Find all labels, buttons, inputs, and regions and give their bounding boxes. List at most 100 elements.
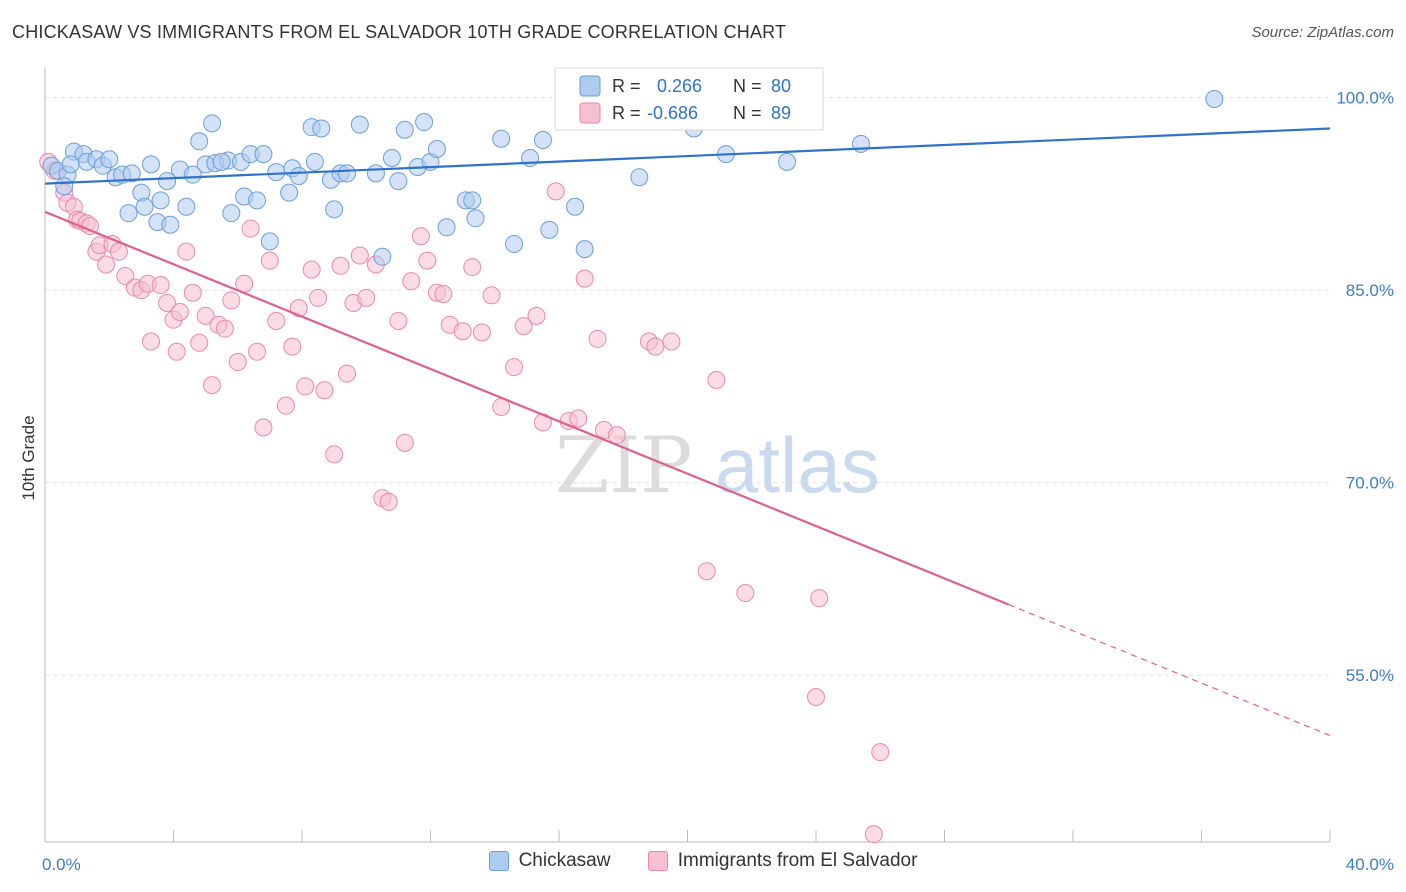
legend-r-value-0: 0.266 xyxy=(657,76,702,96)
point-0-14 xyxy=(142,155,161,174)
point-0-27 xyxy=(222,204,241,223)
point-1-61 xyxy=(434,285,453,304)
point-1-11 xyxy=(97,255,116,274)
point-1-40 xyxy=(283,337,302,356)
legend-bottom-swatch-chickasaw xyxy=(488,851,509,871)
point-1-56 xyxy=(395,433,414,452)
trend-line-dashed-1 xyxy=(1008,604,1331,737)
point-1-41 xyxy=(289,299,308,318)
point-1-23 xyxy=(170,302,189,321)
point-0-52 xyxy=(415,113,434,132)
trend-lines xyxy=(44,127,1331,737)
point-1-26 xyxy=(190,333,209,352)
point-1-43 xyxy=(302,260,321,279)
point-1-82 xyxy=(697,562,716,581)
point-1-87 xyxy=(871,743,890,762)
point-0-55 xyxy=(437,218,456,237)
axes xyxy=(44,68,1331,843)
point-0-76 xyxy=(55,177,74,196)
y-tick-label-1: 85.0% xyxy=(1346,281,1394,300)
point-0-34 xyxy=(267,163,286,182)
point-1-65 xyxy=(472,323,491,342)
point-1-83 xyxy=(707,371,726,389)
point-0-62 xyxy=(533,131,552,150)
point-0-44 xyxy=(337,164,356,183)
point-1-50 xyxy=(350,246,369,265)
point-0-18 xyxy=(161,215,180,234)
point-1-35 xyxy=(248,342,267,361)
point-1-31 xyxy=(222,291,241,310)
legend-r-label-1: R = xyxy=(612,103,641,123)
point-1-59 xyxy=(418,251,437,270)
grid-lines xyxy=(45,97,1330,676)
point-1-25 xyxy=(183,283,202,302)
legend-n-label-1: N = xyxy=(733,103,762,123)
point-0-13 xyxy=(135,197,154,216)
trend-line-1 xyxy=(44,210,1010,606)
point-1-44 xyxy=(309,288,328,307)
point-1-64 xyxy=(463,258,482,277)
point-0-37 xyxy=(289,166,308,185)
point-0-46 xyxy=(366,164,385,183)
point-0-48 xyxy=(382,148,401,167)
point-1-70 xyxy=(527,306,546,325)
point-1-76 xyxy=(588,329,607,348)
point-1-51 xyxy=(357,288,376,307)
point-1-24 xyxy=(177,242,196,261)
point-0-49 xyxy=(389,172,408,191)
legend-swatch-el-salvador xyxy=(579,102,601,124)
point-1-80 xyxy=(646,337,665,356)
y-axis-label: 10th Grade xyxy=(19,415,38,500)
point-0-39 xyxy=(305,152,324,171)
y-tick-label-3: 55.0% xyxy=(1346,666,1394,685)
point-0-24 xyxy=(203,114,222,133)
legend-n-label-0: N = xyxy=(733,76,762,96)
point-0-35 xyxy=(280,183,299,202)
point-1-72 xyxy=(546,182,565,201)
point-0-67 xyxy=(630,168,649,187)
point-1-45 xyxy=(315,381,334,400)
point-1-18 xyxy=(142,332,161,351)
x-tick-label-right: 40.0% xyxy=(1346,855,1394,874)
point-1-75 xyxy=(575,269,594,288)
point-1-39 xyxy=(276,396,295,415)
legend-bottom-label-chickasaw: Chickasaw xyxy=(518,850,611,871)
point-1-30 xyxy=(215,319,234,338)
point-1-28 xyxy=(203,376,222,395)
point-0-42 xyxy=(325,200,344,219)
point-0-11 xyxy=(122,164,141,183)
point-1-74 xyxy=(569,409,588,428)
point-1-81 xyxy=(662,332,681,351)
chart-title: CHICKASAW VS IMMIGRANTS FROM EL SALVADOR… xyxy=(12,22,787,42)
chart-source: Source: ZipAtlas.com xyxy=(1251,24,1394,41)
legend-bottom: Chickasaw Immigrants from El Salvador xyxy=(0,850,1406,877)
legend-n-value-1: 89 xyxy=(771,103,791,123)
legend-swatch-chickasaw xyxy=(579,75,601,97)
point-1-84 xyxy=(736,584,755,603)
legend-bottom-swatch-el-salvador xyxy=(647,851,668,871)
trend-line-0 xyxy=(44,127,1331,185)
point-0-74 xyxy=(1205,89,1224,108)
point-1-66 xyxy=(482,286,501,305)
point-1-63 xyxy=(453,322,472,341)
point-0-10 xyxy=(119,204,138,223)
point-1-55 xyxy=(389,311,408,330)
point-1-34 xyxy=(241,219,260,238)
point-1-69 xyxy=(514,317,533,336)
point-1-88 xyxy=(864,825,883,844)
y-tick-label-0: 100.0% xyxy=(1336,89,1394,108)
point-1-46 xyxy=(325,445,344,464)
point-0-50 xyxy=(395,120,414,139)
point-1-48 xyxy=(337,364,356,383)
point-1-20 xyxy=(158,294,177,312)
point-1-37 xyxy=(260,251,279,270)
legend-top: R = 0.266 N = 80 R = -0.686 N = 89 xyxy=(554,67,824,131)
point-1-47 xyxy=(331,256,350,275)
point-1-27 xyxy=(196,306,215,325)
legend-bottom-label-el-salvador: Immigrants from El Salvador xyxy=(677,850,918,871)
x-tick-label-left: 0.0% xyxy=(42,855,81,874)
point-1-86 xyxy=(810,589,829,608)
point-1-38 xyxy=(267,311,286,330)
point-0-60 xyxy=(505,234,524,253)
